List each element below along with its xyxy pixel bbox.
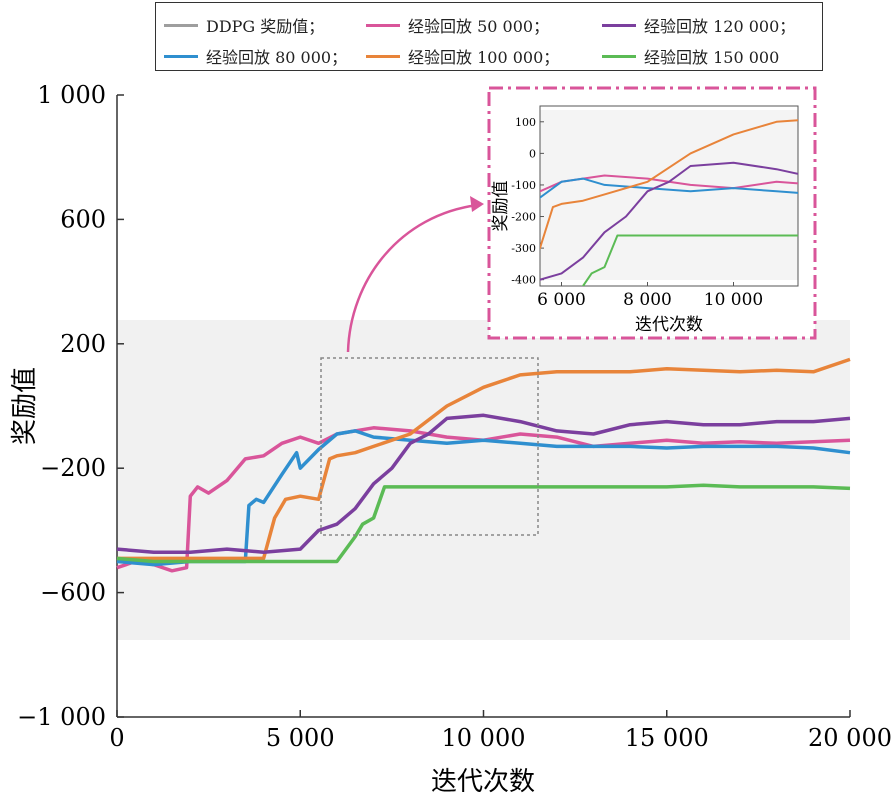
legend-item: 经验回放 100 000； <box>366 44 559 68</box>
legend-swatch <box>366 54 400 58</box>
zoom-arrow <box>346 203 479 353</box>
inset-x-tick-label: 8 000 <box>623 290 672 310</box>
inset-x-tick-label: 6 000 <box>537 290 586 310</box>
y-tick-label: 1 000 <box>37 81 106 109</box>
legend-swatch <box>602 54 636 58</box>
legend-item: 经验回放 120 000； <box>602 13 795 37</box>
x-tick-label: 15 000 <box>625 724 709 752</box>
y-tick-label: −1 000 <box>17 703 106 731</box>
y-tick-label: 600 <box>60 205 106 233</box>
y-ticks: −1 000 −600 −200 200 600 1 000 <box>17 81 124 731</box>
legend-label: DDPG 奖励值； <box>206 17 325 36</box>
series-group <box>116 357 851 573</box>
series-line <box>116 429 851 567</box>
inset-series-group <box>540 119 798 286</box>
inset-y-tick-label: 100 <box>515 116 536 129</box>
legend-swatch <box>366 23 400 27</box>
x-tick-label: 5 000 <box>266 724 335 752</box>
inset-series-line <box>540 119 798 250</box>
series-line <box>116 413 851 554</box>
legend-label: 经验回放 100 000； <box>408 48 560 67</box>
inset-y-tick-label: 0 <box>529 147 536 160</box>
series-line <box>116 483 851 564</box>
legend-label: 经验回放 80 000； <box>206 48 348 67</box>
legend-item: 经验回放 150 000 <box>602 44 779 68</box>
inset-x-axis-label: 迭代次数 <box>635 315 703 335</box>
legend-item: 经验回放 50 000； <box>366 13 549 37</box>
legend-swatch <box>164 54 198 58</box>
inset-y-tick-label: -400 <box>511 274 536 287</box>
y-tick-label: −200 <box>40 454 106 482</box>
x-ticks: 0 5 000 10 000 15 000 20 000 <box>109 710 891 752</box>
inset-x-tick-label: 10 000 <box>704 290 763 310</box>
legend-swatch <box>164 23 198 27</box>
inset-series-line <box>540 177 798 199</box>
legend-swatch <box>602 23 636 27</box>
x-tick-label: 10 000 <box>442 724 526 752</box>
x-tick-label: 0 <box>109 724 124 752</box>
y-axis-label: 奖励值 <box>10 367 40 445</box>
inset-y-axis-label: 奖励值 <box>491 181 511 232</box>
legend-label: 经验回放 120 000； <box>644 17 796 36</box>
legend-label: 经验回放 150 000 <box>644 48 780 67</box>
inset-noise-band <box>540 110 798 280</box>
inset-series-line <box>581 234 798 286</box>
legend-item: DDPG 奖励值； <box>164 13 324 37</box>
inset-y-tick-label: -100 <box>511 179 536 192</box>
noise-band <box>117 320 850 640</box>
legend-item: 经验回放 80 000； <box>164 44 347 68</box>
legend-label: 经验回放 50 000； <box>408 17 550 36</box>
zoom-arrow-head <box>470 196 484 212</box>
y-tick-label: 200 <box>60 330 106 358</box>
inset-y-tick-label: -200 <box>511 211 536 224</box>
inset-x-ticks: 6 000 8 000 10 000 <box>537 282 763 310</box>
y-tick-label: −600 <box>40 579 106 607</box>
inset-y-ticks: 100 0 -100 -200 -300 -400 <box>511 116 544 287</box>
inset-y-tick-label: -300 <box>511 242 536 255</box>
inset-series-line <box>540 161 798 282</box>
x-axis-label: 迭代次数 <box>431 767 535 797</box>
inset-axes-box <box>539 105 799 287</box>
x-tick-label: 20 000 <box>808 724 891 752</box>
inset-plot: 100 0 -100 -200 -300 -400 6 000 8 000 10 000 迭代… <box>487 86 817 340</box>
legend: DDPG 奖励值； 经验回放 50 000； 经验回放 120 000； 经验回放 8… <box>155 2 823 71</box>
zoom-region <box>320 357 539 536</box>
main-plot: −1 000 −600 −200 200 600 1 000 0 5 000 10 000 15… <box>10 81 891 797</box>
